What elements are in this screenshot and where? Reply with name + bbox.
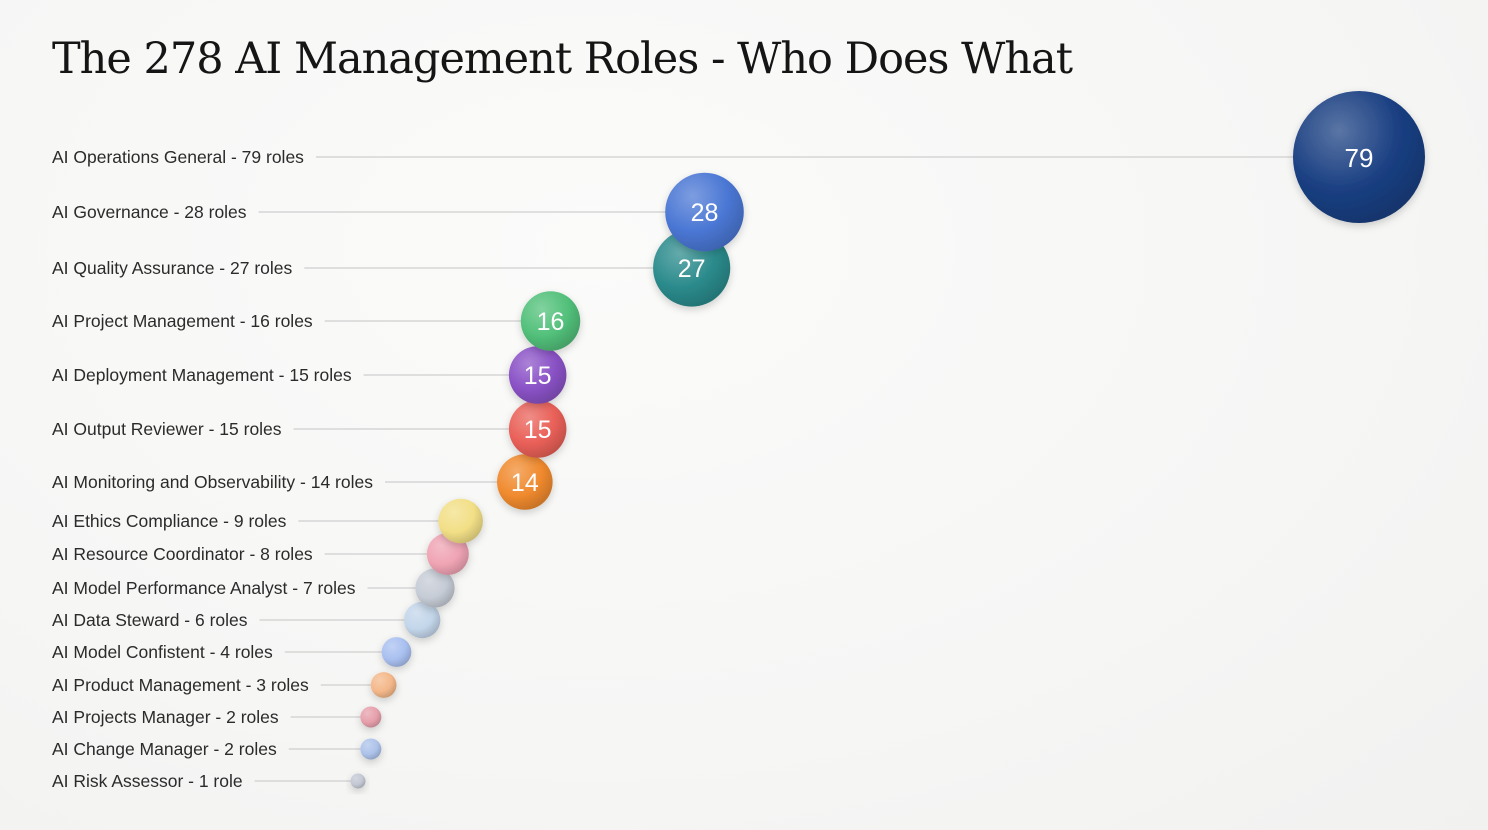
row-label: AI Deployment Management - 15 roles — [52, 365, 352, 385]
bubble-value-label: 15 — [524, 362, 552, 390]
bubble — [403, 601, 441, 639]
row-label: AI Ethics Compliance - 9 roles — [52, 511, 287, 531]
bubble-value-label: 27 — [678, 255, 706, 283]
chart-row: AI Resource Coordinator - 8 roles — [52, 544, 448, 564]
row-label: AI Model Performance Analyst - 7 roles — [52, 578, 356, 598]
chart-title: The 278 AI Management Roles - Who Does W… — [52, 34, 1073, 84]
chart-row: AI Output Reviewer - 15 roles — [52, 419, 538, 439]
row-label: AI Project Management - 16 roles — [52, 311, 313, 331]
chart-row: AI Deployment Management - 15 roles — [52, 365, 538, 385]
bubble — [360, 706, 382, 728]
chart-row: AI Monitoring and Observability - 14 rol… — [52, 472, 525, 492]
row-label: AI Governance - 28 roles — [52, 202, 247, 222]
bubble — [381, 637, 412, 667]
chart-row: AI Projects Manager - 2 roles — [52, 707, 371, 727]
bubbles: 14 15 15 16 27 28 79 — [350, 91, 1425, 789]
row-label: AI Change Manager - 2 roles — [52, 739, 277, 759]
row-label: AI Monitoring and Observability - 14 rol… — [52, 472, 373, 492]
bubble — [370, 672, 397, 698]
chart-row: AI Quality Assurance - 27 roles — [52, 258, 692, 278]
chart-row: AI Project Management - 16 roles — [52, 311, 551, 331]
chart-row: AI Data Steward - 6 roles — [52, 610, 423, 630]
chart-row: AI Operations General - 79 roles — [52, 147, 1359, 167]
bubble — [426, 532, 469, 576]
bubble — [497, 454, 553, 510]
bubble — [665, 172, 744, 252]
row-label: AI Product Management - 3 roles — [52, 675, 309, 695]
bubble-value-label: 79 — [1345, 143, 1374, 173]
row-label: AI Risk Assessor - 1 role — [52, 771, 243, 791]
row-label: AI Output Reviewer - 15 roles — [52, 419, 282, 439]
bubble-value-label: 16 — [537, 308, 565, 336]
chart-row: AI Risk Assessor - 1 role — [52, 771, 358, 791]
bubble — [415, 568, 455, 608]
chart-row: AI Ethics Compliance - 9 roles — [52, 511, 461, 531]
bubble — [508, 400, 567, 458]
bubble — [1293, 91, 1425, 223]
row-label: AI Quality Assurance - 27 roles — [52, 258, 292, 278]
chart-row: AI Governance - 28 roles — [52, 202, 705, 222]
bubble-value-label: 15 — [524, 416, 552, 444]
bubble-value-label: 14 — [511, 469, 539, 497]
bubble — [438, 498, 483, 544]
bubble — [360, 738, 382, 760]
row-label: AI Projects Manager - 2 roles — [52, 707, 279, 727]
bubble — [520, 291, 581, 351]
bubble-value-label: 28 — [691, 199, 719, 227]
row-label: AI Model Confistent - 4 roles — [52, 642, 273, 662]
chart-row: AI Model Confistent - 4 roles — [52, 642, 397, 662]
bubble — [508, 346, 567, 404]
row-label: AI Data Steward - 6 roles — [52, 610, 248, 630]
row-label: AI Operations General - 79 roles — [52, 147, 304, 167]
chart-row: AI Model Performance Analyst - 7 roles — [52, 578, 435, 598]
chart-row: AI Product Management - 3 roles — [52, 675, 384, 695]
chart-rows: AI Operations General - 79 roles AI Gover… — [52, 91, 1425, 791]
bubble — [350, 773, 366, 789]
row-label: AI Resource Coordinator - 8 roles — [52, 544, 313, 564]
chart-row: AI Change Manager - 2 roles — [52, 739, 371, 759]
